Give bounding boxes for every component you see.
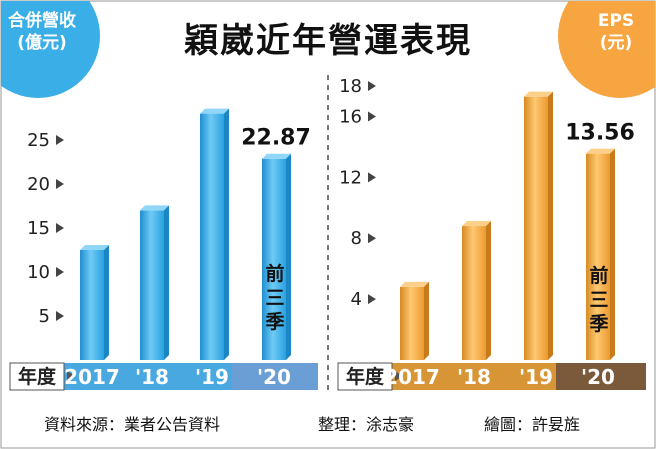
- category-axis-arrow: [67, 371, 75, 381]
- bar-note-char: 前: [589, 264, 608, 287]
- bar-note-char: 三: [589, 289, 608, 311]
- bar-top-cap: [140, 205, 169, 211]
- bar-top-cap: [80, 245, 109, 250]
- bar-side: [224, 108, 229, 360]
- y-tick-arrow: [368, 233, 376, 244]
- y-tick-label: 16: [339, 106, 362, 127]
- category-band-highlight: [556, 363, 646, 390]
- x-tick-label: '18: [135, 365, 169, 389]
- x-tick-label: 2017: [384, 365, 440, 389]
- bar: [462, 226, 486, 360]
- y-tick-arrow: [368, 172, 376, 183]
- y-tick-label: 18: [339, 76, 362, 97]
- category-axis-arrow: [395, 371, 403, 381]
- bar-top-cap: [524, 91, 553, 97]
- category-band-highlight: [232, 363, 318, 390]
- footer: 資料來源：業者公告資料 整理：涂志豪 繪圖：許妟旌: [44, 415, 580, 434]
- bar-side: [104, 245, 109, 360]
- x-tick-label: '18: [457, 365, 491, 389]
- bar-side: [164, 205, 169, 360]
- x-tick-label: 2017: [64, 365, 120, 389]
- y-tick-arrow: [368, 81, 376, 91]
- bar-note-char: 季: [589, 313, 608, 335]
- bar-side: [424, 281, 429, 360]
- y-tick-arrow: [56, 179, 64, 189]
- x-tick-label: '20: [581, 365, 615, 389]
- x-tick-label: '20: [257, 365, 291, 389]
- ylabel-badge: EPS(元): [558, 1, 655, 98]
- bar: [524, 96, 548, 361]
- bar-side: [486, 221, 491, 360]
- bar-top-cap: [200, 108, 229, 114]
- bar-note: 前三季: [265, 262, 284, 333]
- y-tick-label: 20: [27, 174, 50, 195]
- chart-title: 穎崴近年營運表現: [184, 21, 472, 61]
- y-tick-arrow: [56, 135, 64, 145]
- x-tick-label: '19: [519, 365, 553, 389]
- bar-top-cap: [262, 153, 291, 159]
- bar-note-char: 三: [265, 287, 284, 309]
- y-tick-arrow: [368, 294, 376, 305]
- bar-side: [610, 148, 615, 360]
- category-axis-label-box: [9, 362, 65, 391]
- footer-graphic: 繪圖：許妟旌: [484, 415, 580, 434]
- ylabel-line: 合併營收: [8, 10, 76, 31]
- x-tick-label: '19: [195, 365, 229, 389]
- bar-top-cap: [462, 221, 491, 227]
- category-axis-label: 年度: [346, 365, 385, 388]
- bar-note-char: 前: [265, 262, 284, 285]
- bar-top-cap: [400, 281, 429, 287]
- bar-value-label: 22.87: [241, 126, 311, 151]
- bar-note-char: 季: [265, 311, 284, 333]
- category-axis-label: 年度: [18, 365, 57, 388]
- y-tick-arrow: [56, 223, 64, 233]
- y-tick-label: 15: [27, 218, 50, 239]
- footer-source: 資料來源：業者公告資料: [44, 415, 220, 434]
- bar-note: 前三季: [589, 264, 608, 335]
- y-tick-arrow: [368, 111, 376, 122]
- bar: [262, 158, 286, 360]
- ylabel-badge-circle: [1, 1, 100, 98]
- y-tick-arrow: [56, 267, 64, 277]
- bar: [400, 286, 424, 360]
- ylabel-line: (億元): [17, 32, 67, 53]
- bar: [140, 210, 164, 360]
- ylabel-badge: 合併營收(億元): [1, 1, 100, 98]
- ylabel-line: (元): [600, 33, 633, 53]
- bar: [80, 250, 104, 360]
- y-tick-label: 4: [351, 289, 362, 310]
- bar-top-cap: [586, 148, 615, 154]
- bar: [586, 153, 610, 360]
- y-tick-label: 10: [27, 262, 50, 283]
- bar-value-label: 13.56: [565, 121, 635, 146]
- y-tick-label: 5: [39, 306, 50, 327]
- y-tick-label: 12: [339, 167, 362, 188]
- bar-side: [286, 153, 291, 360]
- y-tick-label: 8: [351, 228, 362, 249]
- bar-side: [548, 91, 553, 361]
- ylabel-line: EPS: [598, 11, 634, 31]
- bar: [200, 113, 224, 360]
- ylabel-badge-circle: [558, 1, 655, 98]
- y-tick-arrow: [56, 311, 64, 321]
- footer-editor: 整理：涂志豪: [318, 415, 414, 434]
- y-tick-label: 25: [27, 130, 50, 151]
- category-axis-label-box: [337, 362, 393, 391]
